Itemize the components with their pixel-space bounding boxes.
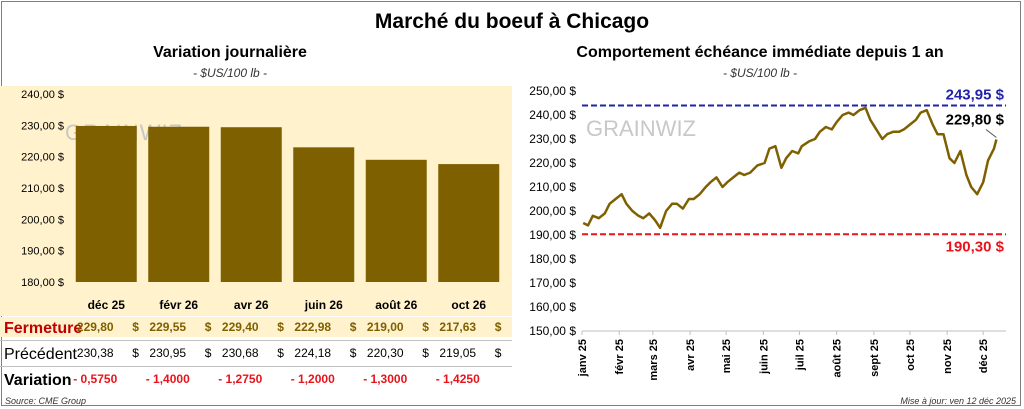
left-chart-title: Variation journalière (153, 44, 307, 61)
y-tick-label: 210,00 $ (21, 183, 64, 195)
table-row-prev: Précédent (0, 343, 512, 363)
x-tick-label: oct 25 (905, 339, 917, 371)
x-tick-label: juin 26 (304, 298, 343, 312)
x-tick-label: juin 25 (758, 339, 770, 375)
x-tick-label: déc 25 (978, 339, 990, 373)
table-cell-currency: $ (494, 320, 502, 334)
row-label-close: Fermeture (4, 320, 83, 337)
table-cell-value: 230,38 (76, 346, 114, 360)
last-price-label: 229,80 $ (946, 112, 1005, 129)
y-tick-label: 180,00 $ (21, 277, 64, 289)
table-cell-value: 229,55 (149, 320, 187, 334)
y-tick-label: 190,00 $ (21, 246, 64, 258)
y-tick-label: 220,00 $ (529, 156, 576, 170)
low-label: 190,30 $ (946, 238, 1005, 255)
y-tick-label: 230,00 $ (529, 132, 576, 146)
x-tick-label: nov 25 (942, 339, 954, 374)
table-cell-value: - 1,4000 (145, 372, 190, 386)
table-divider (0, 366, 512, 367)
watermark-logo: GRAINWIZ (586, 116, 696, 141)
right-chart-unit: - $US/100 lb - (722, 66, 798, 80)
price-series-line (582, 106, 998, 230)
bar (75, 125, 137, 283)
table-cell-value: - 0,5750 (73, 372, 118, 386)
table-cell-value: - 1,2750 (218, 372, 263, 386)
table-cell-currency: $ (422, 320, 429, 334)
y-tick-label: 220,00 $ (21, 152, 64, 164)
table-cell-value: 229,40 (221, 320, 259, 334)
y-tick-label: 200,00 $ (529, 204, 576, 218)
y-tick-label: 240,00 $ (529, 108, 576, 122)
x-tick-label: août 26 (375, 298, 417, 312)
table-row-var: Variation (0, 369, 512, 389)
y-tick-label: 190,00 $ (529, 228, 576, 242)
table-cell-value: 230,68 (221, 346, 259, 360)
table-cell-value: 224,18 (294, 346, 332, 360)
left-chart-unit: - $US/100 lb - (192, 66, 268, 80)
x-tick-label: août 25 (832, 339, 844, 378)
y-tick-label: 250,00 $ (529, 84, 576, 98)
source-note: Source: CME Group (5, 396, 87, 406)
row-label-var: Variation (4, 372, 72, 389)
y-tick-label: 150,00 $ (529, 324, 576, 338)
right-chart-title: Comportement échéance immédiate depuis 1… (576, 44, 944, 61)
x-tick-label: juil 25 (794, 339, 806, 371)
x-tick-label: mars 25 (648, 339, 660, 381)
page-title: Marché du boeuf à Chicago (374, 10, 650, 33)
table-cell-currency: $ (494, 346, 502, 360)
table-cell-value: 230,95 (149, 346, 187, 360)
y-tick-label: 230,00 $ (21, 120, 64, 132)
table-cell-currency: $ (204, 320, 212, 334)
x-tick-label: janv 25 (577, 339, 589, 377)
y-tick-label: 160,00 $ (529, 300, 576, 314)
table-divider (0, 340, 512, 341)
table-cell-currency: $ (132, 320, 139, 334)
x-tick-label: avr 26 (234, 298, 269, 312)
bar (438, 164, 500, 282)
table-cell-currency: $ (422, 346, 429, 360)
bar-chart: 180,00 $ 190,00 $ 200,00 $ 210,00 $ 220,00 $… (0, 86, 512, 316)
bar (293, 147, 355, 282)
last-price-leader (985, 129, 997, 138)
table-cell-currency: $ (277, 346, 284, 360)
x-tick-label: févr 26 (159, 298, 198, 312)
x-tick-label: avr 25 (685, 339, 697, 371)
table-cell-value: 229,80 (76, 320, 114, 334)
y-tick-label: 170,00 $ (529, 276, 576, 290)
line-chart: 150,00 $ 160,00 $ 170,00 $ 180,00 $ 190,00 $… (529, 84, 1006, 381)
bar (220, 127, 282, 282)
y-tick-label: 200,00 $ (21, 214, 64, 226)
table-cell-value: - 1,3000 (363, 372, 408, 386)
table-cell-currency: $ (277, 320, 284, 334)
row-label-prev: Précédent (4, 346, 77, 363)
x-tick-label: oct 26 (451, 298, 486, 312)
x-tick-label: mai 25 (721, 339, 733, 373)
bar (365, 159, 427, 282)
y-tick-label: 210,00 $ (529, 180, 576, 194)
table-cell-currency: $ (132, 346, 139, 360)
x-tick-label: déc 25 (88, 298, 126, 312)
table-row-close: Fermeture (0, 317, 512, 337)
table-cell-value: 220,30 (366, 346, 404, 360)
table-cell-currency: $ (349, 346, 357, 360)
x-tick-label: févr 25 (614, 339, 626, 374)
table-cell-currency: $ (349, 320, 357, 334)
table-cell-value: 222,98 (294, 320, 332, 334)
table-cell-value: 217,63 (439, 320, 477, 334)
update-note: Mise à jour: ven 12 déc 2025 (900, 396, 1016, 406)
x-tick-label: sept 25 (869, 339, 881, 377)
y-tick-label: 180,00 $ (529, 252, 576, 266)
y-tick-label: 240,00 $ (21, 89, 64, 101)
high-label: 243,95 $ (946, 87, 1005, 104)
table-cell-value: - 1,4250 (435, 372, 480, 386)
table-cell-currency: $ (204, 346, 212, 360)
table-cell-value: 219,05 (439, 346, 477, 360)
bar (148, 126, 210, 282)
table-cell-value: 219,00 (366, 320, 404, 334)
table-cell-value: - 1,2000 (290, 372, 335, 386)
